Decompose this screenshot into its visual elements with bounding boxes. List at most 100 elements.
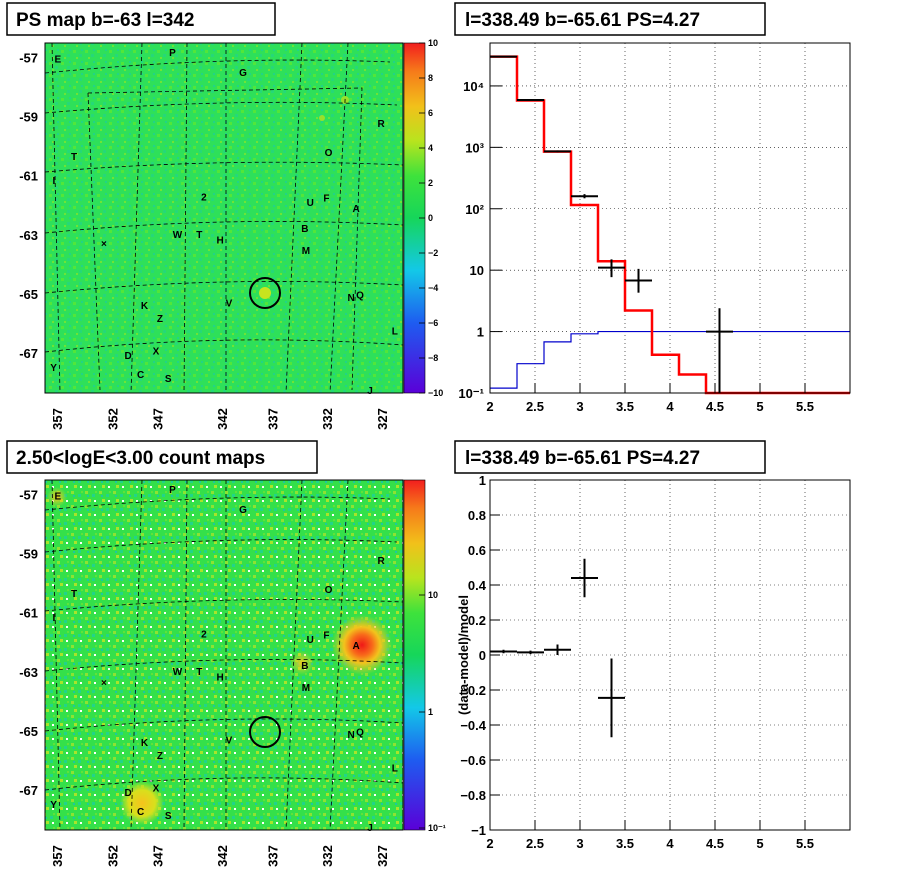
spectrum-y-tick-label: 1 (477, 325, 484, 340)
residual-data-points (490, 558, 625, 738)
source-label: E (55, 54, 62, 65)
residual-y-tick-label: 0 (479, 648, 486, 663)
source-label: L (392, 327, 398, 338)
source-label: D (124, 788, 131, 799)
ps-map-target-circle (249, 277, 281, 309)
source-label: T (71, 589, 77, 600)
map-lon-tick: 332 (320, 408, 335, 430)
spectrum-x-tick-label: 5.5 (796, 399, 814, 414)
residual-data-point (517, 650, 544, 655)
spectrum-y-tick-label: 10⁴ (463, 79, 484, 94)
residual-y-axis-label: (data-model)/model (456, 595, 471, 715)
source-label: F (323, 631, 329, 642)
spectrum-title-box (454, 2, 766, 36)
residual-y-tick-label: −0.4 (460, 718, 486, 733)
residual-x-ticks: 2 2.5 3 3.5 4 4.5 5 5.5 (486, 820, 814, 851)
palette-tick: 0 (428, 213, 433, 223)
source-label: K (141, 301, 149, 312)
residual-y-tick-label: −0.6 (460, 753, 486, 768)
source-label: Z (157, 314, 163, 325)
spectrum-x-tick-label: 3 (576, 399, 583, 414)
source-label: V (226, 299, 233, 310)
source-label: W (173, 230, 183, 241)
count-map-hotspot-a (332, 615, 392, 675)
source-label: U (307, 635, 314, 646)
spectrum-x-tick-label: 4.5 (706, 399, 724, 414)
spectrum-x-tick-label: 5 (756, 399, 763, 414)
map-lon-tick: 337 (266, 845, 281, 867)
map-labels: -57 -59 -61 -63 -65 -67 357 352 347 342 337 332 327 1… (19, 38, 446, 867)
ps-map-cross-marker: × (101, 239, 107, 250)
palette-tick: 1 (428, 707, 433, 717)
map-lon-tick: 337 (266, 408, 281, 430)
source-label: L (392, 764, 398, 775)
map-lon-tick: 332 (320, 845, 335, 867)
source-label: Z (157, 751, 163, 762)
residual-data-point (598, 658, 625, 738)
source-label: Q (356, 728, 364, 739)
source-label: Y (50, 363, 57, 374)
count-map-hotspot-b (290, 651, 314, 675)
map-lon-tick: 327 (375, 408, 390, 430)
source-label: M (302, 246, 310, 257)
map-lat-tick: -59 (19, 110, 38, 125)
source-label: Q (356, 291, 364, 302)
palette-tick: 6 (428, 108, 433, 118)
map-lon-tick: 347 (150, 408, 165, 430)
source-label: R (378, 119, 386, 130)
source-label: A (352, 641, 359, 652)
count-map-target-circle (249, 716, 281, 748)
source-label: C (137, 370, 144, 381)
spectrum-data-point (571, 194, 598, 199)
count-map-graticule (44, 479, 404, 831)
spectrum-data-point (706, 308, 733, 393)
count-map-panel: 2.50<logE<3.00 count maps × (6, 440, 404, 831)
map-lat-tick: -57 (19, 487, 38, 502)
source-label: X (153, 346, 160, 357)
map-lat-tick: -65 (19, 287, 38, 302)
map-lon-tick: 342 (215, 408, 230, 430)
residual-data-point (571, 558, 598, 598)
map-lat-tick: -57 (19, 50, 38, 65)
map-lat-tick: -67 (19, 346, 38, 361)
ps-map-panel: PS map b=-63 l=342 × (6, 2, 404, 394)
ps-map-hotspot (259, 287, 271, 299)
residual-y-tick-label: 0.4 (468, 578, 487, 593)
residual-y-tick-label: 0.6 (468, 543, 486, 558)
spectrum-data-point (544, 150, 571, 153)
spectrum-y-ticks: 10⁻¹ 1 10 10² 10³ 10⁴ (458, 79, 502, 401)
map-lat-tick: -65 (19, 724, 38, 739)
count-map-hotspot-e (47, 487, 67, 507)
source-label: H (216, 236, 223, 247)
source-label: C (137, 807, 144, 818)
source-label: A (352, 204, 359, 215)
residual-y-tick-label: 0.8 (468, 508, 486, 523)
source-label: O (325, 585, 333, 596)
ps-map-title-box (6, 2, 276, 36)
residual-x-tick-label: 2 (486, 836, 493, 851)
source-label: N (347, 730, 354, 741)
source-label: 2 (201, 193, 207, 204)
map-lat-tick: -63 (19, 665, 38, 680)
spectrum-title: l=338.49 b=-65.61 PS=4.27 (465, 10, 700, 31)
residual-x-tick-label: 5 (756, 836, 763, 851)
palette-tick: −2 (428, 248, 438, 258)
source-label: G (239, 68, 247, 79)
palette-tick: −10 (428, 388, 443, 398)
count-map-hotspot-c (120, 781, 164, 825)
source-label: I (53, 613, 56, 624)
ps-map-graticule (44, 42, 404, 394)
spectrum-x-tick-label: 2 (486, 399, 493, 414)
spectrum-panel: l=338.49 b=-65.61 PS=4.27 2 2.5 3 3.5 4 4.5 5 5… (454, 2, 851, 414)
source-label: M (302, 683, 310, 694)
spectrum-data-point (625, 268, 652, 293)
source-label: V (226, 736, 233, 747)
count-map-title: 2.50<logE<3.00 count maps (16, 448, 265, 469)
count-map-cross-marker: × (101, 678, 107, 689)
spectrum-data-point (598, 259, 625, 278)
source-label: Y (50, 800, 57, 811)
source-label: U (307, 198, 314, 209)
source-label: F (323, 194, 329, 205)
residual-panel: l=338.49 b=-65.61 PS=4.27 2 2.5 3 3.5 4 4.5 5 5… (454, 440, 851, 851)
source-label: S (165, 811, 172, 822)
